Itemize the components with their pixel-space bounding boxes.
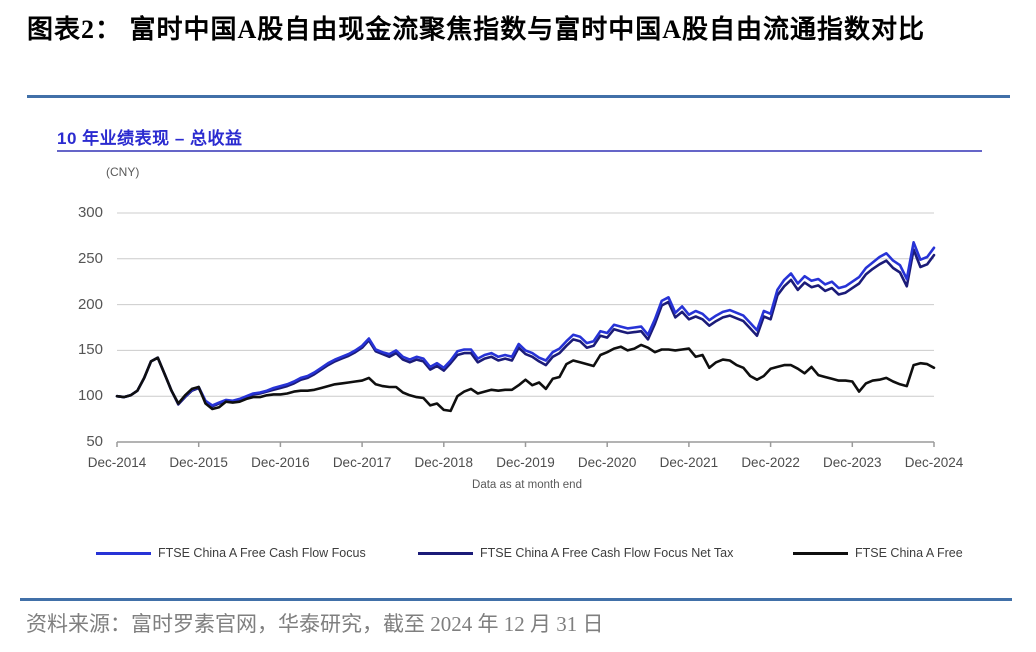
source-note: 资料来源：富时罗素官网，华泰研究，截至 2024 年 12 月 31 日 bbox=[26, 612, 604, 636]
chart-header-rule bbox=[57, 150, 982, 152]
legend: FTSE China A Free Cash Flow Focus FTSE Ch… bbox=[0, 546, 1036, 568]
series-line-1 bbox=[115, 248, 936, 408]
legend-label: FTSE China A Free Cash Flow Focus Net Ta… bbox=[480, 546, 734, 560]
x-tick-label: Dec-2017 bbox=[332, 455, 392, 470]
legend-item: FTSE China A Free Cash Flow Focus Net Ta… bbox=[418, 546, 733, 560]
legend-swatch bbox=[418, 551, 473, 555]
y-tick-label: 150 bbox=[77, 341, 103, 359]
x-tick-label: Dec-2023 bbox=[823, 455, 882, 470]
series-line-2 bbox=[115, 343, 936, 413]
x-tick-label: Dec-2014 bbox=[87, 455, 147, 470]
unit-label: (CNY) bbox=[106, 165, 140, 179]
y-tick-label: 200 bbox=[77, 295, 103, 313]
x-tick-label: Dec-2022 bbox=[741, 455, 800, 470]
series-line-0 bbox=[115, 241, 936, 407]
x-tick-label: Dec-2020 bbox=[577, 455, 637, 470]
chart-footnote: Data as at month end bbox=[472, 479, 582, 491]
legend-label: FTSE China A Free Cash Flow Focus bbox=[158, 546, 366, 560]
legend-swatch bbox=[96, 551, 151, 555]
chart-header: 10 年业绩表现 – 总收益 bbox=[57, 129, 243, 148]
legend-item: FTSE China A Free bbox=[793, 546, 963, 560]
figure-top-rule bbox=[27, 95, 1010, 98]
plot-svg bbox=[115, 212, 936, 447]
x-tick-label: Dec-2016 bbox=[251, 455, 310, 470]
x-tick-label: Dec-2021 bbox=[659, 455, 719, 470]
x-tick-label: Dec-2015 bbox=[169, 455, 228, 470]
figure-title: 图表2： 富时中国A股自由现金流聚焦指数与富时中国A股自由流通指数对比 bbox=[27, 15, 926, 44]
x-tick-label: Dec-2019 bbox=[496, 455, 555, 470]
y-tick-label: 300 bbox=[77, 204, 103, 221]
x-tick-label: Dec-2018 bbox=[414, 455, 474, 470]
figure-bottom-rule bbox=[20, 598, 1012, 601]
legend-item: FTSE China A Free Cash Flow Focus bbox=[96, 546, 366, 560]
y-tick-label: 250 bbox=[77, 249, 103, 267]
legend-label: FTSE China A Free bbox=[855, 546, 963, 560]
y-tick-label: 100 bbox=[77, 387, 103, 405]
x-tick-label: Dec-2024 bbox=[904, 455, 964, 470]
y-tick-label: 50 bbox=[86, 433, 103, 450]
legend-swatch bbox=[793, 551, 848, 555]
